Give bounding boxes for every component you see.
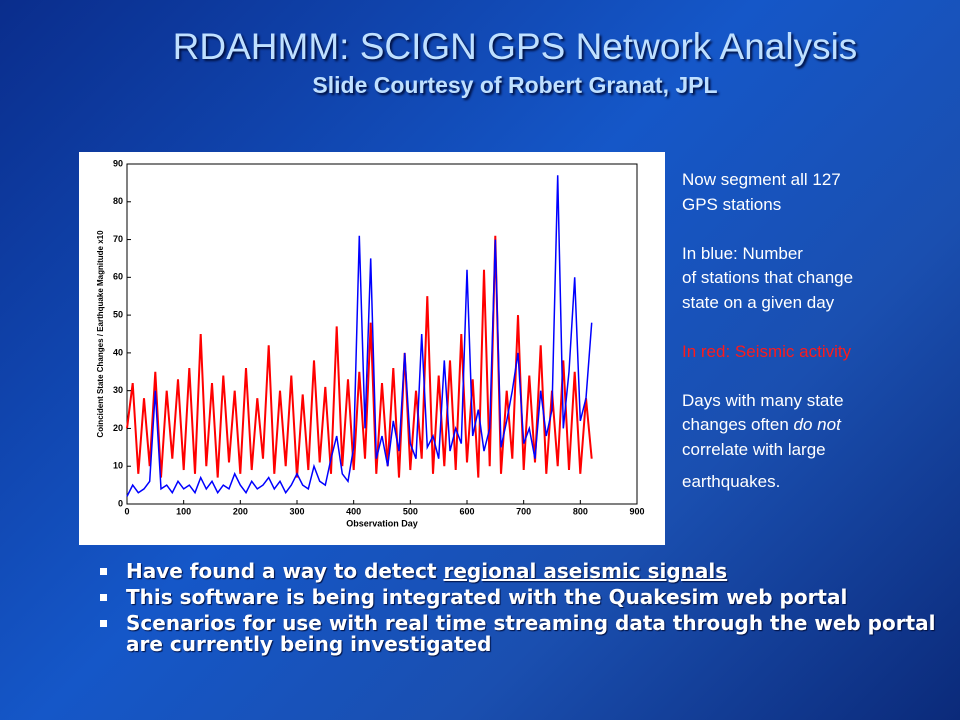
note-line: In red: Seismic activity	[682, 341, 852, 361]
note: In blue: Number of stations that change …	[682, 242, 952, 316]
y-tick-label: 0	[118, 498, 123, 508]
chart: 0 100 200 300 400 500 600 700 800 900 0 10 20 30 40 50 6…	[79, 152, 665, 545]
y-tick-label: 50	[113, 309, 123, 319]
bullet: This software is being integrated with t…	[98, 587, 938, 608]
bullet-text: Have found a way to detect	[126, 559, 444, 583]
x-tick-label: 200	[233, 506, 248, 516]
y-tick-label: 60	[113, 272, 123, 282]
note-line: earthquakes.	[682, 472, 781, 491]
note-line: correlate with large	[682, 439, 826, 459]
y-tick-label: 90	[113, 158, 123, 168]
x-tick-label: 300	[289, 506, 304, 516]
x-tick-label: 400	[346, 506, 361, 516]
y-tick-label: 80	[113, 196, 123, 206]
y-tick-label: 20	[113, 423, 123, 433]
data-line	[126, 235, 593, 478]
note: Days with many state changes often do no…	[682, 389, 952, 495]
note-line: Now segment all 127	[682, 170, 841, 189]
note-emphasis: do not	[793, 415, 841, 434]
x-axis-label: Observation Day	[346, 518, 418, 528]
x-tick-label: 800	[573, 506, 588, 516]
note-line: state on a given day	[682, 292, 835, 312]
note: Now segment all 127 GPS stations	[682, 168, 952, 217]
note-line: of stations that change	[682, 268, 854, 287]
note-line: changes often do not	[682, 413, 952, 438]
x-tick-label: 500	[403, 506, 418, 516]
slide-subtitle: Slide Courtesy of Robert Granat, JPL	[312, 72, 718, 98]
bullet-list: Have found a way to detect regional asei…	[98, 561, 938, 660]
x-tick-label: 100	[176, 506, 191, 516]
y-axis-label: Coincident State Changes / Earthquake Ma…	[96, 230, 105, 438]
y-tick-label: 70	[113, 234, 123, 244]
note-text: changes often	[682, 415, 794, 434]
slide-title: RDAHMM: SCIGN GPS Network Analysis	[172, 26, 858, 67]
y-tick-label: 40	[113, 347, 123, 357]
x-tick-label: 900	[629, 506, 644, 516]
note-line: GPS stations	[682, 194, 782, 214]
x-tick-label: 700	[516, 506, 531, 516]
y-tick-label: 30	[113, 385, 123, 395]
note-line: Days with many state	[682, 390, 844, 410]
note-line: In blue: Number	[682, 243, 803, 263]
bullet: Scenarios for use with real time streami…	[98, 613, 938, 655]
bullet-link-text: regional aseismic signals	[443, 559, 728, 583]
notes: Now segment all 127 GPS stations In blue…	[682, 168, 952, 519]
data-line	[126, 175, 593, 497]
bullet: Have found a way to detect regional asei…	[98, 561, 938, 582]
y-tick-label: 10	[113, 461, 123, 471]
x-tick-label: 600	[459, 506, 474, 516]
plot-area	[126, 163, 638, 505]
note: In red: Seismic activity	[682, 340, 952, 365]
x-tick-label: 0	[124, 506, 129, 516]
